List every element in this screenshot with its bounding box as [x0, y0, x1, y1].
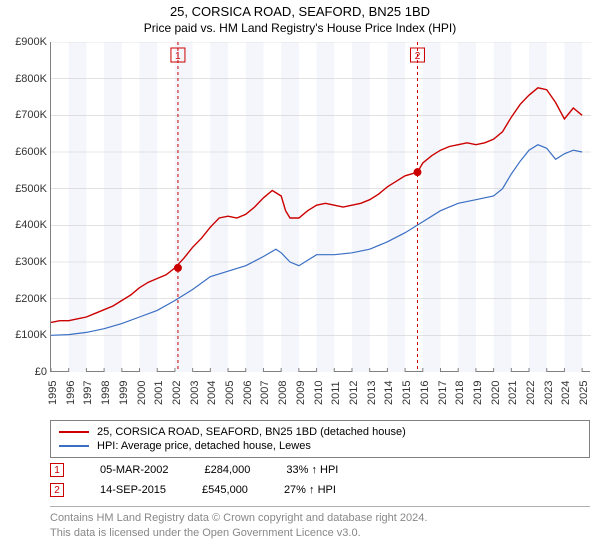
y-axis-tick-label: £200K — [15, 293, 47, 305]
x-axis-tick-label: 1995 — [47, 381, 59, 405]
svg-text:1: 1 — [175, 51, 181, 62]
x-axis-tick-label: 2023 — [543, 381, 555, 405]
legend-swatch-hpi — [59, 445, 89, 447]
x-axis-tick-label: 2024 — [560, 381, 572, 405]
x-axis-tick-label: 2000 — [136, 381, 148, 405]
x-axis-tick-label: 2003 — [189, 381, 201, 405]
y-axis-tick-label: £700K — [15, 109, 47, 121]
x-axis-tick-label: 2014 — [383, 381, 395, 405]
x-axis-tick-label: 2022 — [525, 381, 537, 405]
x-axis-tick-label: 2007 — [259, 381, 271, 405]
y-axis-tick-label: £600K — [15, 146, 47, 158]
x-axis-tick-label: 2006 — [242, 381, 254, 405]
chart-svg: 12 — [51, 42, 591, 372]
sale-row: 2 14-SEP-2015 £545,000 27% ↑ HPI — [50, 480, 590, 500]
x-axis-tick-label: 2001 — [153, 381, 165, 405]
x-axis-tick-label: 2016 — [419, 381, 431, 405]
x-axis-tick-label: 1997 — [82, 381, 94, 405]
y-axis-tick-label: £0 — [35, 366, 47, 378]
sales-list: 1 05-MAR-2002 £284,000 33% ↑ HPI 2 14-SE… — [50, 460, 590, 500]
x-axis-tick-label: 2013 — [366, 381, 378, 405]
x-axis-tick-label: 2011 — [330, 381, 342, 405]
y-axis-tick-label: £100K — [15, 329, 47, 341]
plot-area: 12 — [50, 42, 590, 372]
footer-line: This data is licensed under the Open Gov… — [50, 526, 590, 541]
x-axis-tick-label: 2002 — [171, 381, 183, 405]
legend-label-property: 25, CORSICA ROAD, SEAFORD, BN25 1BD (det… — [97, 426, 406, 438]
x-axis-tick-label: 2020 — [490, 381, 502, 405]
sale-row: 1 05-MAR-2002 £284,000 33% ↑ HPI — [50, 460, 590, 480]
x-axis-tick-label: 2018 — [454, 381, 466, 405]
x-axis-tick-label: 2021 — [507, 381, 519, 405]
legend-item-hpi: HPI: Average price, detached house, Lewe… — [59, 439, 581, 453]
y-axis-tick-label: £800K — [15, 73, 47, 85]
sale-marker-icon: 2 — [50, 483, 64, 497]
x-axis-tick-label: 2009 — [295, 381, 307, 405]
legend-swatch-property — [59, 431, 89, 433]
x-axis-tick-label: 2004 — [206, 381, 218, 405]
chart-subtitle: Price paid vs. HM Land Registry's House … — [0, 19, 600, 39]
x-axis-tick-label: 1996 — [65, 381, 77, 405]
svg-text:2: 2 — [415, 51, 421, 62]
y-axis-tick-label: £400K — [15, 219, 47, 231]
footer-line: Contains HM Land Registry data © Crown c… — [50, 511, 590, 526]
sale-delta: 27% ↑ HPI — [284, 484, 336, 496]
x-axis-tick-label: 2012 — [348, 381, 360, 405]
x-axis-tick-label: 1999 — [118, 381, 130, 405]
sale-marker-icon: 1 — [50, 463, 64, 477]
x-axis-tick-label: 2010 — [313, 381, 325, 405]
y-axis-tick-label: £500K — [15, 183, 47, 195]
x-axis-tick-label: 2005 — [224, 381, 236, 405]
x-axis-tick-label: 2025 — [578, 381, 590, 405]
sale-delta: 33% ↑ HPI — [286, 464, 338, 476]
legend-item-property: 25, CORSICA ROAD, SEAFORD, BN25 1BD (det… — [59, 425, 581, 439]
sale-price: £284,000 — [204, 464, 250, 476]
chart-container: 25, CORSICA ROAD, SEAFORD, BN25 1BD Pric… — [0, 0, 600, 560]
y-axis-tick-label: £900K — [15, 36, 47, 48]
chart-area: 12 £0£100K£200K£300K£400K£500K£600K£700K… — [0, 42, 600, 412]
sale-price: £545,000 — [202, 484, 248, 496]
x-axis-tick-label: 1998 — [100, 381, 112, 405]
sale-date: 14-SEP-2015 — [100, 484, 166, 496]
chart-title: 25, CORSICA ROAD, SEAFORD, BN25 1BD — [0, 0, 600, 19]
y-axis-tick-label: £300K — [15, 256, 47, 268]
x-axis-tick-label: 2015 — [401, 381, 413, 405]
x-axis-tick-label: 2017 — [437, 381, 449, 405]
x-axis-tick-label: 2019 — [472, 381, 484, 405]
legend: 25, CORSICA ROAD, SEAFORD, BN25 1BD (det… — [50, 420, 590, 458]
legend-label-hpi: HPI: Average price, detached house, Lewe… — [97, 440, 311, 452]
sale-date: 05-MAR-2002 — [100, 464, 168, 476]
x-axis-tick-label: 2008 — [277, 381, 289, 405]
footer: Contains HM Land Registry data © Crown c… — [50, 506, 590, 541]
